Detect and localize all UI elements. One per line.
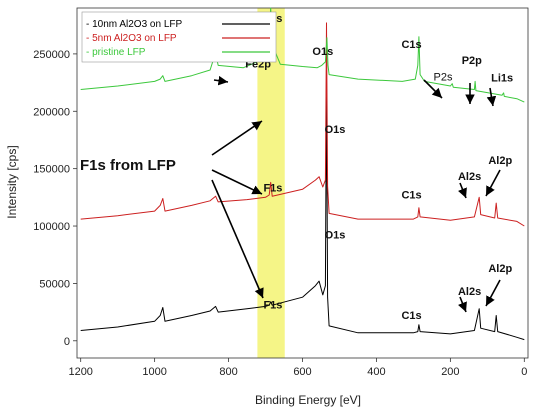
legend-entry-label: - 5nm Al2O3 on LFP [86, 33, 177, 44]
peak-label: Al2p [488, 263, 512, 275]
peak-label: Al2s [458, 171, 481, 183]
x-tick-label: 1000 [142, 366, 166, 378]
series-line-1 [80, 22, 525, 227]
y-tick-label: 100000 [33, 221, 70, 233]
annotation-arrow [486, 87, 497, 107]
peak-label: P2p [462, 55, 482, 67]
peak-label: Al2p [488, 155, 512, 167]
peak-label: C1s [401, 189, 421, 201]
peak-label: Li1s [491, 72, 513, 84]
legend-entry-label: - pristine LFP [86, 47, 146, 58]
series-layer [80, 7, 525, 341]
x-tick-label: 0 [521, 366, 527, 378]
y-tick-label: 50000 [39, 278, 70, 290]
annotation-arrow [457, 296, 467, 313]
axes: 1200 1000 800 600 400 200 0 0 50000 100000 150000 2… [33, 7, 529, 378]
peak-label: C1s [401, 39, 421, 51]
annotation-arrow [211, 179, 264, 299]
peak-label: C1s [401, 310, 421, 322]
f1s-callout-label: F1s from LFP [80, 157, 176, 174]
series-line-0 [80, 76, 525, 341]
series-line-2 [80, 7, 525, 103]
x-tick-label: 800 [219, 366, 237, 378]
peak-label: Al2s [458, 286, 481, 298]
peak-label: O1s [312, 46, 333, 58]
x-tick-label: 1200 [68, 366, 92, 378]
x-tick-label: 600 [293, 366, 311, 378]
y-axis-title: Intensity [cps] [5, 145, 19, 218]
annotation-arrow [423, 79, 443, 99]
annotation-arrow [485, 279, 501, 307]
x-tick-label: 200 [441, 366, 459, 378]
annotation-arrow [485, 169, 501, 197]
annotation-arrow [211, 120, 263, 156]
peak-label: F1s [263, 300, 282, 312]
y-tick-label: 150000 [33, 164, 70, 176]
annotation-arrow [457, 182, 467, 199]
annotation-arrow [211, 169, 263, 195]
peak-label: P2s [433, 71, 452, 83]
peak-label: O1s [325, 230, 346, 242]
y-tick-label: 0 [64, 336, 70, 348]
peak-label: F1s [263, 183, 282, 195]
x-axis-title: Binding Energy [eV] [255, 393, 361, 407]
legend-entry-label: - 10nm Al2O3 on LFP [86, 19, 182, 30]
x-tick-label: 400 [367, 366, 385, 378]
legend: - 10nm Al2O3 on LFP - 5nm Al2O3 on LFP - p… [81, 11, 277, 63]
y-tick-label: 250000 [33, 49, 70, 61]
peak-label: O1s [325, 124, 346, 136]
legend-box [81, 11, 277, 63]
annotation-arrow [213, 75, 229, 86]
y-tick-label: 200000 [33, 106, 70, 118]
